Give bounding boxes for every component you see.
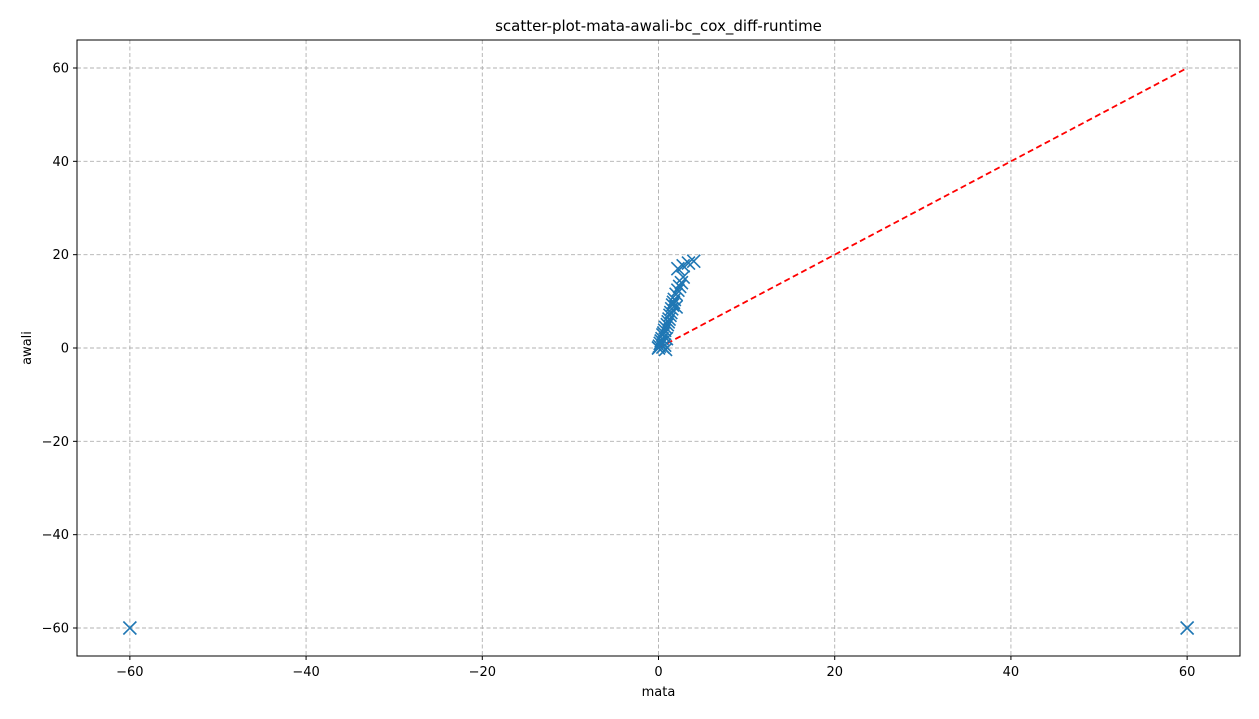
x-tick-label: 0	[654, 665, 662, 680]
x-tick-label: 60	[1179, 665, 1196, 680]
y-tick-label: 0	[61, 342, 69, 357]
data-point	[674, 275, 689, 290]
x-tick-label: 20	[826, 665, 843, 680]
data-point	[670, 283, 685, 298]
data-point	[672, 279, 687, 294]
x-tick-label: −40	[292, 665, 319, 680]
y-tick-label: −20	[42, 435, 69, 450]
x-tick-label: 40	[1003, 665, 1020, 680]
data-point	[660, 317, 675, 332]
data-point	[669, 287, 684, 302]
y-tick-label: 60	[52, 62, 69, 77]
data-point	[676, 270, 691, 285]
reference-line-layer	[658, 67, 1188, 349]
y-tick-label: 40	[52, 155, 69, 170]
data-point	[1180, 620, 1195, 636]
data-point	[686, 254, 701, 269]
data-point	[665, 298, 680, 313]
x-axis-label: mata	[642, 685, 676, 700]
y-tick-label: 20	[52, 248, 69, 263]
x-axis-ticks: −60 −40 −20 0 20 40 60	[116, 656, 1195, 680]
y-axis-ticks: −60 −40 −20 0 20 40 60	[42, 62, 77, 637]
x-tick-label: −60	[116, 665, 143, 680]
data-point	[681, 256, 696, 271]
y-tick-label: −40	[42, 528, 69, 543]
y-tick-label: −60	[42, 622, 69, 637]
data-point	[666, 295, 681, 310]
chart-title: scatter-plot-mata-awali-bc_cox_diff-runt…	[495, 17, 822, 36]
data-point	[658, 342, 673, 357]
x-tick-label: −20	[469, 665, 496, 680]
y-axis-label: awali	[20, 331, 35, 365]
data-point	[659, 331, 674, 346]
axes-frame	[76, 39, 1241, 657]
data-point	[122, 620, 137, 636]
reference-line	[658, 67, 1188, 349]
data-point	[669, 299, 684, 314]
data-points	[122, 254, 1195, 636]
